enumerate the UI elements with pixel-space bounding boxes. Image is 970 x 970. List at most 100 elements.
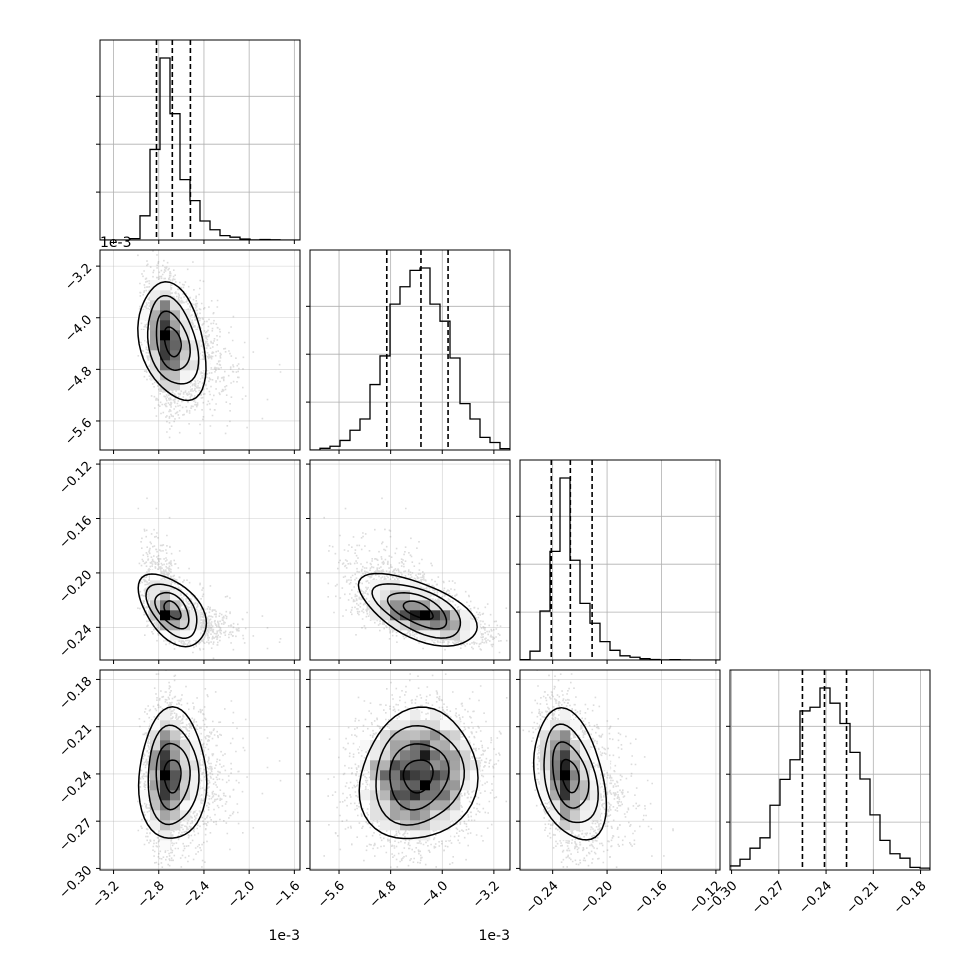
density-cell <box>140 310 151 321</box>
x-tick-label: −5.6 <box>315 878 348 911</box>
density-cell <box>580 750 591 761</box>
density-cell <box>470 760 481 771</box>
density-cell <box>380 730 391 741</box>
density-cell <box>160 820 171 831</box>
density-cell <box>540 740 551 751</box>
density-cell <box>160 330 171 341</box>
density-cell <box>390 800 401 811</box>
contour-line <box>137 706 208 839</box>
density-cell <box>450 610 461 621</box>
panel-content <box>310 460 510 660</box>
density-cell <box>390 600 401 611</box>
density-cell <box>440 730 451 741</box>
density-cell <box>450 730 461 741</box>
density-cell <box>450 770 461 781</box>
y-tick-label: −4.0 <box>62 312 95 345</box>
density-cell <box>420 590 431 601</box>
density-cell <box>550 760 561 771</box>
density-cell <box>560 740 571 751</box>
density-cell <box>150 590 161 601</box>
density-cell <box>430 730 441 741</box>
x-tick-label: −3.2 <box>470 878 503 911</box>
density-cell <box>180 350 191 361</box>
density-cell <box>590 810 601 821</box>
density-cell <box>580 770 591 781</box>
density-cell <box>160 320 171 331</box>
density-cell <box>160 350 171 361</box>
density-cell <box>410 780 421 791</box>
density-cell <box>540 730 551 741</box>
contour-line <box>137 281 207 402</box>
panel-border <box>309 459 511 661</box>
density-cell <box>390 580 401 591</box>
density-cell <box>160 830 171 841</box>
density-cell <box>190 790 201 801</box>
x-tick-label: −4.0 <box>418 878 451 911</box>
density-cell <box>420 820 431 831</box>
density-cell <box>160 610 171 621</box>
density-cell <box>390 760 401 771</box>
contour-line <box>155 742 191 811</box>
density-cell <box>160 620 171 631</box>
contour-line <box>375 724 466 826</box>
density-cell <box>580 800 591 811</box>
density-cell <box>590 790 601 801</box>
density-cell <box>150 320 161 331</box>
density-cell <box>160 810 171 821</box>
panel-border <box>309 249 511 451</box>
density-cell <box>400 710 411 721</box>
density-cell <box>180 800 191 811</box>
density-cell <box>420 620 431 631</box>
density-cell <box>430 790 441 801</box>
density-cell <box>150 280 161 291</box>
density-cell <box>150 800 161 811</box>
density-cell <box>460 740 471 751</box>
density-cell <box>440 600 451 611</box>
density-cell <box>370 610 381 621</box>
density-cell <box>410 620 421 631</box>
density-cell <box>460 770 471 781</box>
x-tick-label: −1.6 <box>270 878 303 911</box>
density-cell <box>180 380 191 391</box>
density-cell <box>170 610 181 621</box>
density-cell <box>440 770 451 781</box>
density-cell <box>400 780 411 791</box>
density-cell <box>390 730 401 741</box>
density-cell <box>190 770 201 781</box>
x-tick-label: −4.8 <box>367 878 400 911</box>
x-axis-offset-label: 1e-3 <box>479 928 510 944</box>
density-cell <box>440 750 451 761</box>
density-cell <box>150 310 161 321</box>
density-cell <box>590 780 601 791</box>
density-cell <box>160 600 171 611</box>
density-cell <box>420 780 431 791</box>
density-cell <box>150 820 161 831</box>
density-cell <box>450 760 461 771</box>
density-cell <box>150 790 161 801</box>
density-cell <box>450 810 461 821</box>
panel-content <box>100 250 300 450</box>
density-cell <box>370 810 381 821</box>
density-cell <box>440 720 451 731</box>
density-cell <box>550 770 561 781</box>
density-cell <box>460 780 471 791</box>
panel-content <box>310 250 510 450</box>
density-cell <box>170 820 181 831</box>
density-cell <box>430 630 441 641</box>
y-tick-label: −0.21 <box>57 721 96 760</box>
density-cell <box>170 320 181 331</box>
histogram-step-line <box>100 57 300 240</box>
density-cell <box>440 820 451 831</box>
density-cell <box>190 740 201 751</box>
density-cell <box>430 740 441 751</box>
density-cell <box>170 750 181 761</box>
density-cell <box>570 810 581 821</box>
density-cell <box>150 760 161 771</box>
density-cell <box>150 770 161 781</box>
density-cell <box>420 610 431 621</box>
contour-line <box>560 758 580 794</box>
density-cell <box>190 620 201 631</box>
density-cell <box>150 750 161 761</box>
density-cell <box>160 770 171 781</box>
density-cell <box>180 760 191 771</box>
